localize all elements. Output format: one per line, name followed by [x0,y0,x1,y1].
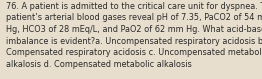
Text: 76. A patient is admitted to the critical care unit for dyspnea. The
patient’s a: 76. A patient is admitted to the critica… [6,2,262,69]
